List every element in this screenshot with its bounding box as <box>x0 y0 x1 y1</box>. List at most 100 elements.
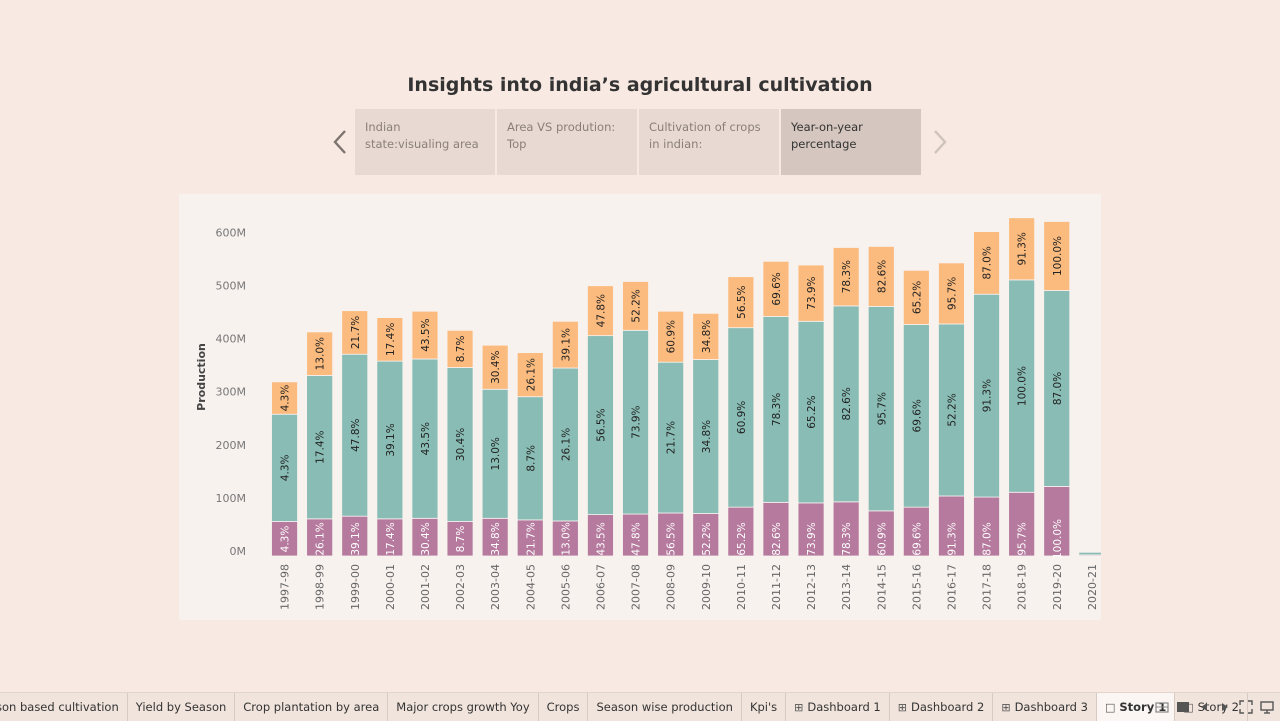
stacked-bar-chart: Production 0M 100M 200M 300M 400M 500M 600M 4.3%… <box>195 217 1101 610</box>
bar-data-label: 69.6% <box>911 522 923 555</box>
bar-data-label: 43.5% <box>420 422 432 455</box>
bar-segment-middle <box>551 367 579 522</box>
bar-segment-middle <box>587 335 614 515</box>
bar-segment-bottom <box>376 518 404 557</box>
x-tick-label: 2017-18 <box>981 564 994 610</box>
sheet-tab-label: Yield by Season <box>135 699 227 714</box>
x-tick-label: 2001-02 <box>419 564 432 610</box>
show-sheets-icon <box>1155 702 1169 713</box>
bar-data-label: 82.6% <box>771 522 783 555</box>
sheet-tab-label: Major crops growth Yoy <box>396 699 530 714</box>
bar-segment-middle <box>1078 551 1101 556</box>
show-sheets-button[interactable] <box>1155 700 1169 714</box>
bar-data-label: 69.6% <box>911 399 923 432</box>
x-tick-label: 1999-00 <box>349 564 362 610</box>
bar-data-label: 30.4% <box>420 522 432 555</box>
story-point-3[interactable]: Cultivation of crops in indian: <box>639 109 779 175</box>
bar-data-label: 17.4% <box>385 522 397 555</box>
story-next-arrow[interactable] <box>928 124 952 160</box>
bar-segment-middle <box>832 305 860 503</box>
bar-segment-bottom <box>832 501 860 557</box>
bar-segment-top <box>727 276 755 329</box>
bar-segment-top <box>376 317 404 362</box>
bar-segment-top <box>657 310 685 363</box>
sheet-tab-label: Dashboard 2 <box>910 699 985 714</box>
x-tick-label: 2012-13 <box>805 564 818 610</box>
sheet-tab-6[interactable]: Season wise production <box>588 693 742 721</box>
filmstrip-icon <box>1177 702 1189 712</box>
presentation-icon <box>1260 701 1274 714</box>
bar-segment-middle <box>446 367 474 522</box>
sheet-tab-label: Dashboard 3 <box>1014 699 1088 714</box>
bar-segment-top <box>832 247 860 307</box>
sheet-tab-8[interactable]: ⊞ Dashboard 1 <box>786 693 890 721</box>
bar-segment-bottom <box>481 517 509 557</box>
bar-segment-middle <box>376 360 404 520</box>
story-prev-arrow[interactable] <box>328 124 352 160</box>
sheet-tab-2[interactable]: Yield by Season <box>128 693 236 721</box>
bar-segment-bottom <box>271 521 298 557</box>
bar-data-label: 8.7% <box>455 336 467 363</box>
bar-segment-middle <box>622 329 649 515</box>
chart-panel: Production 0M 100M 200M 300M 400M 500M 600M 4.3%… <box>179 194 1101 620</box>
bar-data-label: 82.6% <box>841 387 853 420</box>
bar-segment-middle <box>973 293 1000 498</box>
bar-segment-bottom <box>411 517 439 557</box>
prev-sheet-icon <box>1201 703 1207 711</box>
bar-segment-top <box>938 262 965 325</box>
fullscreen-button[interactable] <box>1239 700 1253 714</box>
story-point-2[interactable]: Area VS prodution: Top <box>497 109 637 175</box>
story-title: Insights into india’s agricultural culti… <box>407 74 873 96</box>
view-controls <box>1155 693 1274 721</box>
chevron-left-icon <box>333 130 346 154</box>
sheet-tab-1[interactable]: son based cultivation <box>0 693 128 721</box>
x-tick-label: 2006-07 <box>594 564 607 610</box>
sheet-tab-3[interactable]: Crop plantation by area <box>235 693 389 721</box>
fullscreen-icon <box>1239 700 1253 714</box>
bar-data-label: 26.1% <box>525 358 537 391</box>
sheet-tab-5[interactable]: Crops <box>539 693 589 721</box>
sheet-tab-7[interactable]: Kpi's <box>742 693 787 721</box>
bar-data-label: 26.1% <box>560 428 572 461</box>
bar-data-label: 56.5% <box>736 285 748 318</box>
bar-data-label: 17.4% <box>315 430 327 463</box>
sheet-tab-label: Crops <box>546 699 580 714</box>
bar-segment-top <box>762 260 790 317</box>
story-point-1[interactable]: Indian state:visualing area <box>355 109 495 175</box>
y-tick-label: 600M <box>216 226 247 239</box>
bar-segment-top <box>516 352 544 398</box>
x-tick-label: 2014-15 <box>875 564 888 610</box>
bar-data-label: 13.0% <box>490 437 502 470</box>
bar-data-label: 65.2% <box>736 522 748 555</box>
x-tick-label: 2002-03 <box>454 564 467 610</box>
bar-segment-middle <box>341 353 369 517</box>
presentation-button[interactable] <box>1260 700 1274 714</box>
bar-data-label: 78.3% <box>771 393 783 426</box>
bar-data-label: 47.8% <box>631 522 643 555</box>
x-tick-label: 2015-16 <box>910 564 923 610</box>
bar-segment-top <box>446 329 474 368</box>
bar-segment-middle <box>481 388 509 519</box>
bar-segment-top <box>692 312 720 360</box>
bar-data-label: 65.2% <box>806 395 818 428</box>
sheet-tab-10[interactable]: ⊞ Dashboard 3 <box>993 693 1097 721</box>
bar-data-label: 78.3% <box>841 522 853 555</box>
bar-segment-bottom <box>306 518 334 557</box>
bar-data-label: 8.7% <box>525 445 537 472</box>
y-tick-label: 500M <box>216 280 247 293</box>
filmstrip-button[interactable] <box>1176 700 1190 714</box>
sheet-tab-label: Story 2 <box>1197 699 1239 714</box>
bar-segment-middle <box>1008 279 1036 493</box>
sheet-tab-9[interactable]: ⊞ Dashboard 2 <box>890 693 994 721</box>
next-sheet-button[interactable] <box>1218 700 1232 714</box>
bar-segment-top <box>1008 217 1036 281</box>
bar-segment-bottom <box>587 514 614 557</box>
x-tick-label: 2005-06 <box>559 564 572 610</box>
bar-segment-bottom <box>657 512 685 557</box>
sheet-tab-4[interactable]: Major crops growth Yoy <box>388 693 539 721</box>
sheet-tab-11[interactable]: □ Story 1 <box>1096 693 1176 721</box>
story-point-4[interactable]: Year-on-year percentage <box>781 109 921 175</box>
prev-sheet-button[interactable] <box>1197 700 1211 714</box>
bar-segment-top <box>551 320 579 369</box>
bar-segment-middle <box>727 327 755 508</box>
